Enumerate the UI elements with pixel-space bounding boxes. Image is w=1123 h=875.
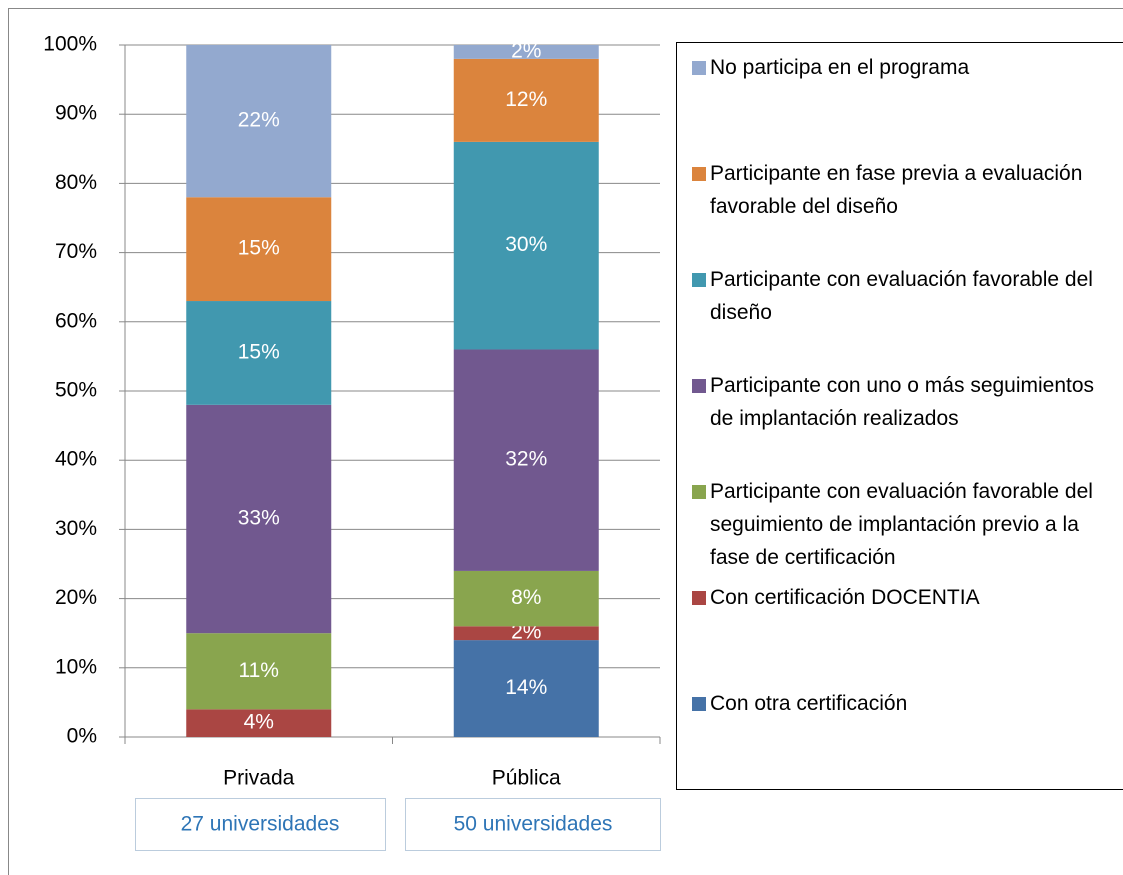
y-tick-label: 100% xyxy=(43,33,97,56)
bar-segment xyxy=(453,141,599,350)
y-tick-label: 10% xyxy=(55,655,97,678)
bar-segment xyxy=(453,349,599,571)
legend-line: favorable del diseño xyxy=(710,195,898,218)
legend-label: Participante con evaluación favorable de… xyxy=(710,480,1093,569)
bar-segment xyxy=(186,633,332,710)
data-label: 14% xyxy=(505,676,547,699)
legend-label: Con certificación DOCENTIA xyxy=(710,586,980,609)
data-label: 4% xyxy=(244,711,274,734)
bar-segment xyxy=(453,626,599,641)
legend-line: Con certificación DOCENTIA xyxy=(710,586,980,609)
legend-label: Participante con evaluación favorable de… xyxy=(710,268,1093,324)
y-tick-label: 50% xyxy=(55,379,97,402)
legend-label: Participante con uno o más seguimientos d… xyxy=(710,374,1094,430)
y-tick-label: 40% xyxy=(55,448,97,471)
y-tick-label: 70% xyxy=(55,240,97,263)
data-label: 2% xyxy=(511,621,541,644)
legend-swatch xyxy=(692,379,706,393)
legend-line: de implantación realizados xyxy=(710,407,959,430)
legend-line: Participante con uno o más seguimientos xyxy=(710,374,1094,397)
legend-label: Con otra certificación xyxy=(710,692,907,715)
data-label: 32% xyxy=(505,448,547,471)
data-label: 30% xyxy=(505,233,547,256)
chart-border xyxy=(8,8,1123,875)
legend-line: seguimiento de implantación previo a la xyxy=(710,513,1079,536)
note-box xyxy=(405,798,661,851)
data-label: 11% xyxy=(239,659,279,682)
legend-swatch xyxy=(692,697,706,711)
category-note: 27 universidades xyxy=(181,813,340,836)
bar-segment xyxy=(186,197,332,302)
y-tick-label: 60% xyxy=(55,309,97,332)
legend-line: Con otra certificación xyxy=(710,692,907,715)
data-label: 12% xyxy=(505,88,547,111)
bar-segment xyxy=(453,570,599,627)
legend-line: diseño xyxy=(710,301,772,324)
y-tick-label: 30% xyxy=(55,517,97,540)
data-label: 2% xyxy=(511,39,541,62)
legend-swatch xyxy=(692,273,706,287)
data-label: 15% xyxy=(238,340,280,363)
note-box xyxy=(135,798,386,851)
bar-segment xyxy=(186,404,332,634)
legend-swatch xyxy=(692,591,706,605)
bar-segment xyxy=(453,45,599,59)
legend-line: Participante con evaluación favorable de… xyxy=(710,268,1093,291)
legend-swatch xyxy=(692,167,706,181)
data-label: 15% xyxy=(238,237,280,260)
data-label: 33% xyxy=(238,507,280,530)
legend-label: Participante en fase previa a evaluación… xyxy=(710,162,1082,218)
data-label: 8% xyxy=(511,586,541,609)
bar-segment xyxy=(186,709,332,737)
bar-segment xyxy=(186,45,332,198)
legend-line: No participa en el programa xyxy=(710,56,969,79)
y-tick-label: 0% xyxy=(67,725,97,748)
bar-segment xyxy=(186,301,332,405)
x-tick-label: Pública xyxy=(492,767,561,790)
legend-line: fase de certificación xyxy=(710,546,896,569)
bar-segment xyxy=(453,58,599,142)
y-tick-label: 80% xyxy=(55,171,97,194)
bar-segment xyxy=(453,640,599,737)
x-tick-label: Privada xyxy=(223,767,295,790)
legend-line: Participante con evaluación favorable de… xyxy=(710,480,1093,503)
y-tick-label: 20% xyxy=(55,586,97,609)
data-label: 22% xyxy=(238,109,280,132)
legend-swatch xyxy=(692,61,706,75)
category-note: 50 universidades xyxy=(454,813,613,836)
legend-box xyxy=(676,42,1123,790)
legend-label: No participa en el programa xyxy=(710,56,969,79)
legend-line: Participante en fase previa a evaluación xyxy=(710,162,1082,185)
legend-swatch xyxy=(692,485,706,499)
y-tick-label: 90% xyxy=(55,102,97,125)
